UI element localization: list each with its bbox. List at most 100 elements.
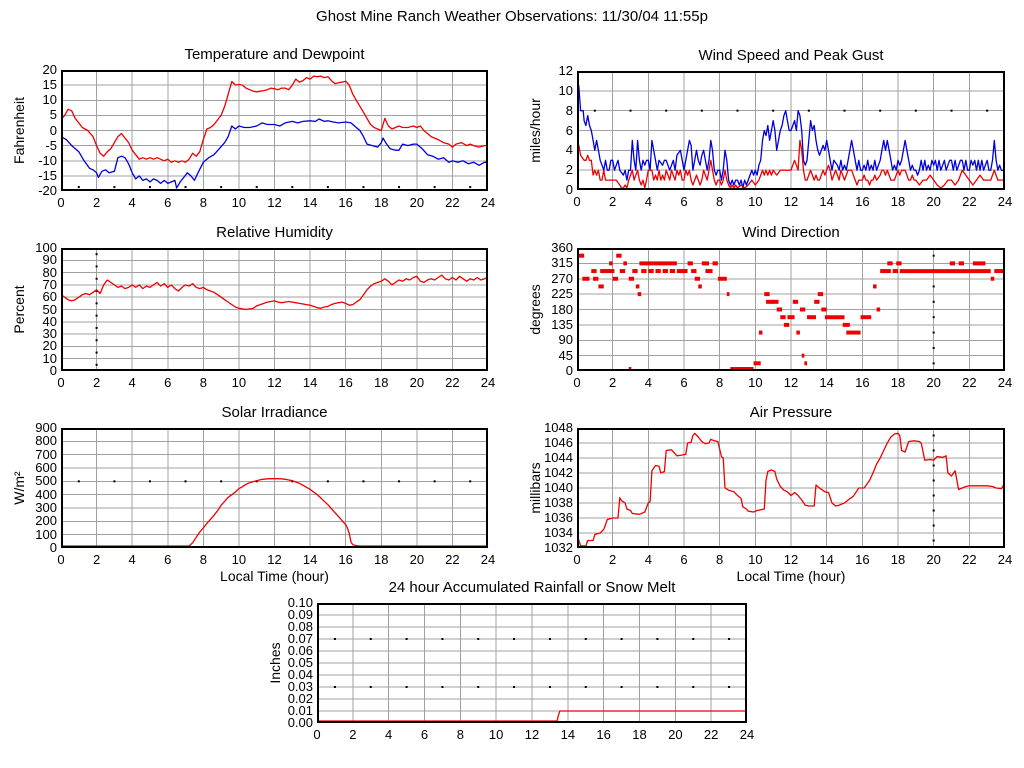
rainfall-x-tick-label: 4	[385, 727, 393, 742]
temperature-line	[61, 75, 488, 163]
wind_direction-y-tick-label: 180	[551, 301, 573, 317]
rainfall-y-tick-label: 0.09	[287, 607, 313, 622]
temperature-plot-border	[61, 70, 488, 191]
minor-dot	[728, 686, 731, 688]
dewpoint-line	[61, 118, 488, 189]
humidity-x-tick-label: 10	[231, 375, 247, 390]
minor-dot	[914, 109, 917, 112]
wind_speed-x-tick-label: 6	[680, 194, 688, 209]
minor-dot	[95, 277, 98, 280]
minor-dot	[620, 638, 623, 640]
minor-dot	[932, 524, 935, 527]
pressure-x-tick-label: 4	[644, 552, 652, 567]
wind_speed-y-tick-label: 0	[565, 182, 573, 197]
solar-x-tick-label: 0	[57, 552, 65, 567]
minor-dot	[736, 109, 739, 112]
temperature-x-tick-label: 14	[302, 195, 318, 210]
wind_speed-y-tick-label: 2	[565, 162, 573, 178]
minor-dot	[932, 539, 935, 542]
minor-dot	[77, 480, 80, 483]
pressure-plot-area	[577, 428, 1005, 548]
humidity-x-tick-label: 16	[338, 375, 353, 390]
humidity-y-tick-label: 0	[49, 363, 57, 378]
minor-dot	[986, 109, 989, 112]
pressure-x-tick-label: 12	[783, 552, 799, 567]
wind_speed-x-tick-label: 12	[783, 194, 799, 209]
wind_direction-x-tick-label: 16	[855, 375, 870, 390]
minor-dot	[333, 638, 336, 640]
rainfall-y-tick-label: 0.10	[287, 595, 313, 610]
wind_direction-x-tick-label: 18	[890, 375, 906, 390]
minor-dot	[148, 186, 151, 189]
temperature-x-tick-label: 22	[445, 195, 460, 210]
relative-humidity-line	[61, 274, 488, 311]
wind_direction-y-tick-label: 90	[558, 332, 573, 348]
pressure-x-tick-label: 22	[962, 552, 977, 567]
peak-gust-line	[577, 80, 1005, 189]
solar-x-axis-label: Local Time (hour)	[220, 568, 329, 584]
temperature-x-tick-label: 12	[267, 195, 282, 210]
humidity-y-tick-label: 80	[42, 264, 57, 280]
humidity-x-tick-label: 14	[302, 375, 318, 390]
wind_speed-y-tick-label: 6	[565, 122, 573, 138]
solar-x-tick-label: 14	[302, 552, 318, 567]
rainfall-y-tick-label: 0.06	[287, 643, 313, 658]
pressure-x-tick-label: 2	[609, 552, 617, 567]
humidity-x-tick-label: 0	[57, 375, 65, 390]
pressure-y-tick-label: 1038	[544, 495, 573, 510]
pressure-x-tick-label: 0	[573, 552, 581, 567]
pressure-x-tick-label: 10	[748, 552, 763, 567]
minor-dot	[629, 109, 632, 112]
minor-dot	[95, 326, 98, 329]
minor-dot	[932, 479, 935, 482]
wind_direction-x-tick-label: 24	[997, 375, 1013, 390]
wind_direction-x-tick-label: 12	[783, 375, 799, 390]
minor-dot	[932, 254, 935, 257]
temperature-x-tick-label: 20	[409, 195, 425, 210]
wind_direction-x-tick-label: 14	[819, 375, 834, 390]
rainfall-y-tick-label: 0.03	[287, 679, 313, 694]
minor-dot	[433, 186, 436, 189]
temperature-y-tick-label: 10	[42, 92, 57, 108]
rainfall-x-tick-label: 16	[596, 727, 611, 742]
temperature-x-tick-label: 18	[374, 195, 389, 210]
minor-dot	[326, 186, 329, 189]
pressure-x-tick-label: 16	[855, 552, 870, 567]
minor-dot	[665, 109, 668, 112]
minor-dot	[932, 362, 935, 365]
rainfall-x-tick-label: 18	[632, 727, 647, 742]
humidity-x-tick-label: 6	[164, 375, 172, 390]
wind_speed-y-tick-label: 4	[565, 142, 573, 158]
wind_direction-plot-area	[577, 248, 1005, 371]
pressure-x-tick-label: 6	[680, 552, 688, 567]
solar-x-tick-label: 6	[164, 552, 172, 567]
temperature-y-tick-label: -15	[38, 167, 57, 183]
pressure-y-tick-label: 1032	[544, 540, 573, 555]
wind_speed-plot-border	[577, 71, 1005, 190]
temperature-x-tick-label: 24	[480, 195, 496, 210]
humidity-y-tick-label: 100	[35, 240, 57, 255]
pressure-y-tick-label: 1036	[544, 510, 573, 525]
solar-y-tick-label: 400	[35, 486, 57, 502]
rainfall-plot-border	[317, 603, 747, 723]
temperature-y-tick-label: -20	[38, 183, 57, 198]
wind_speed-x-tick-label: 14	[819, 194, 834, 209]
minor-dot	[362, 186, 365, 189]
humidity-x-tick-label: 2	[92, 375, 101, 390]
temperature-x-tick-label: 8	[199, 195, 207, 210]
minor-dot	[728, 638, 731, 640]
minor-dot	[95, 363, 98, 366]
temperature-x-tick-label: 10	[231, 195, 247, 210]
solar-x-tick-label: 10	[231, 552, 247, 567]
solar-x-tick-label: 16	[338, 552, 353, 567]
minor-dot	[398, 480, 401, 483]
rainfall-x-tick-label: 6	[420, 727, 429, 742]
minor-dot	[405, 686, 408, 688]
pressure-y-tick-label: 1040	[544, 480, 573, 495]
wind_direction-y-tick-label: 0	[565, 363, 573, 378]
solar-irradiance-line	[61, 478, 488, 547]
minor-dot	[477, 638, 480, 640]
wind_speed-y-tick-label: 8	[565, 102, 573, 118]
minor-dot	[255, 186, 258, 189]
minor-dot	[184, 480, 187, 483]
